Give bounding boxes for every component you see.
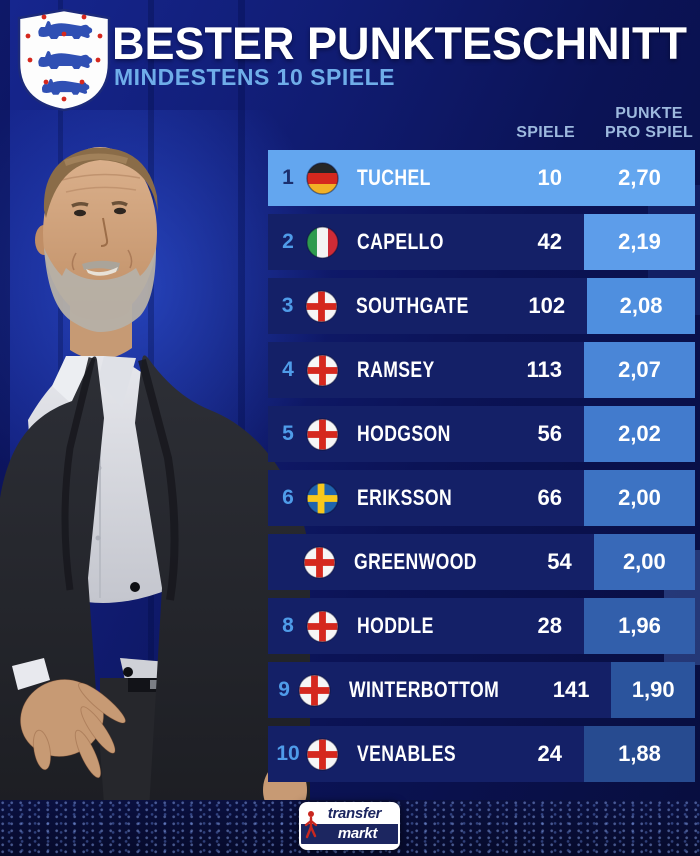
games-played: 28 [537,613,562,638]
rank-cell: 2 [282,230,294,253]
manager-name: CAPELLO [357,229,444,254]
england-flag-icon [306,353,339,387]
table-row: 1 TUCHEL 10 2,70 [268,150,695,206]
points-per-game: 1,88 [584,726,695,782]
manager-name: WINTERBOTTOM [349,677,500,702]
manager-name: RAMSEY [357,357,435,382]
points-per-game: 2,19 [584,214,695,270]
ranking-table: 1 TUCHEL 10 2,70 2 CAPELLO 42 2,19 3 SOU… [268,150,695,790]
games-played: 54 [547,549,572,574]
column-header-points-line1: PUNKTE [615,105,683,122]
manager-name: SOUTHGATE [356,293,469,318]
games-played: 10 [537,165,562,190]
table-row: 10 VENABLES 24 1,88 [268,726,695,782]
rank-cell: 3 [281,294,294,317]
points-per-game: 2,02 [584,406,695,462]
manager-name: GREENWOOD [354,549,478,574]
points-per-game: 2,07 [584,342,695,398]
germany-flag-icon [306,161,339,195]
manager-name: HODDLE [357,613,434,638]
table-row: 2 CAPELLO 42 2,19 [268,214,695,270]
rank-cell: 6 [282,486,294,509]
column-header-points-line2: PRO SPIEL [604,124,694,141]
games-played: 56 [537,421,562,446]
england-flag-icon [305,289,338,323]
sweden-flag-icon [306,481,339,515]
england-flag-icon [306,737,339,771]
page-subtitle: MINDESTENS 10 SPIELE [114,64,395,90]
england-flag-icon [303,545,336,579]
italy-flag-icon [306,225,339,259]
points-per-game: 1,90 [611,662,695,718]
england-flag-icon [298,673,331,707]
games-played: 66 [537,485,562,510]
points-per-game: 2,08 [587,278,695,334]
table-row: 8 HODDLE 28 1,96 [268,598,695,654]
column-header-points-per-game: PUNKTE PRO SPIEL [602,104,696,142]
table-row: GREENWOOD 54 2,00 [268,534,695,590]
rank-cell: 8 [282,614,294,637]
rank-cell: 9 [278,678,290,701]
points-per-game: 1,96 [584,598,695,654]
points-per-game: 2,70 [618,165,661,190]
transfermarkt-logo-top: transfer [301,804,398,824]
rank-cell: 1 [282,166,294,189]
table-row: 5 HODGSON 56 2,02 [268,406,695,462]
games-played: 42 [537,229,562,254]
table-row: 9 WINTERBOTTOM 141 1,90 [268,662,695,718]
rank-cell: 10 [276,742,300,765]
points-per-game: 2,00 [593,534,695,590]
table-row: 6 ERIKSSON 66 2,00 [268,470,695,526]
rank-cell: 5 [282,422,294,445]
column-header-games: SPIELE [516,124,575,141]
points-per-game: 2,00 [584,470,695,526]
games-played: 102 [528,293,566,318]
table-row: 3 SOUTHGATE 102 2,08 [268,278,695,334]
manager-name: VENABLES [357,741,457,766]
manager-name: ERIKSSON [357,485,453,510]
manager-photo [0,147,310,856]
england-flag-icon [306,417,339,451]
transfermarkt-logo: transfer markt [299,802,400,850]
games-played: 141 [552,677,590,702]
games-played: 113 [526,357,563,382]
rank-cell: 4 [282,358,294,381]
table-row: 4 RAMSEY 113 2,07 [268,342,695,398]
england-crest-icon [17,8,111,112]
manager-name: HODGSON [357,421,451,446]
england-flag-icon [306,609,339,643]
manager-name: TUCHEL [357,165,431,190]
games-played: 24 [537,741,562,766]
footballer-icon [304,811,318,839]
transfermarkt-logo-bottom: markt [301,824,398,844]
page-title: BESTER PUNKTESCHNITT [112,18,688,69]
